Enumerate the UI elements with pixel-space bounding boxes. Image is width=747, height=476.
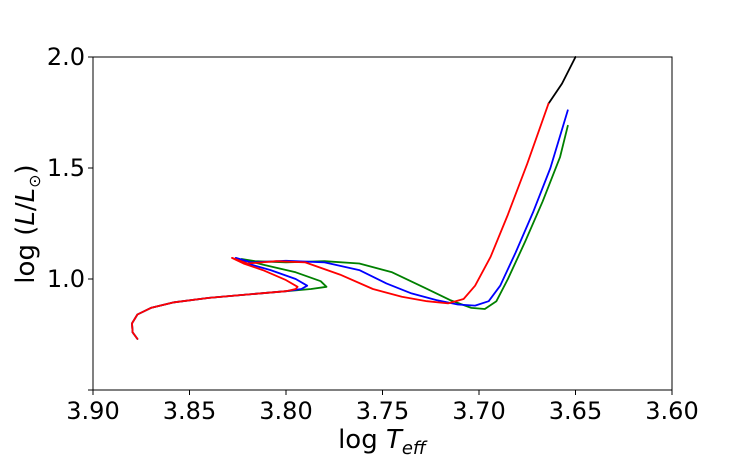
plot-frame xyxy=(92,56,673,391)
x-axis: 3.90 3.85 3.80 3.75 3.70 3.65 3.60 xyxy=(66,390,699,425)
track-line-2 xyxy=(131,109,569,340)
y-tick-label: 1.0 xyxy=(47,265,85,293)
x-tick-label: 3.60 xyxy=(645,397,698,425)
x-tick-label: 3.65 xyxy=(549,397,602,425)
evolution-tracks xyxy=(131,56,577,340)
y-tick-label: 2.0 xyxy=(47,43,85,71)
x-axis-label: log Teff xyxy=(338,425,428,459)
track-line-1 xyxy=(131,124,569,340)
track-line-0 xyxy=(547,56,577,105)
x-tick-label: 3.90 xyxy=(66,397,119,425)
x-tick-label: 3.70 xyxy=(452,397,505,425)
y-axis: 1.0 1.5 2.0 xyxy=(47,43,93,391)
y-tick-label: 1.5 xyxy=(47,154,85,182)
x-tick-label: 3.75 xyxy=(356,397,409,425)
x-tick-label: 3.85 xyxy=(163,397,216,425)
y-axis-label: log (L/L⊙) xyxy=(11,164,44,283)
track-line-3 xyxy=(131,102,550,340)
x-tick-label: 3.80 xyxy=(259,397,312,425)
